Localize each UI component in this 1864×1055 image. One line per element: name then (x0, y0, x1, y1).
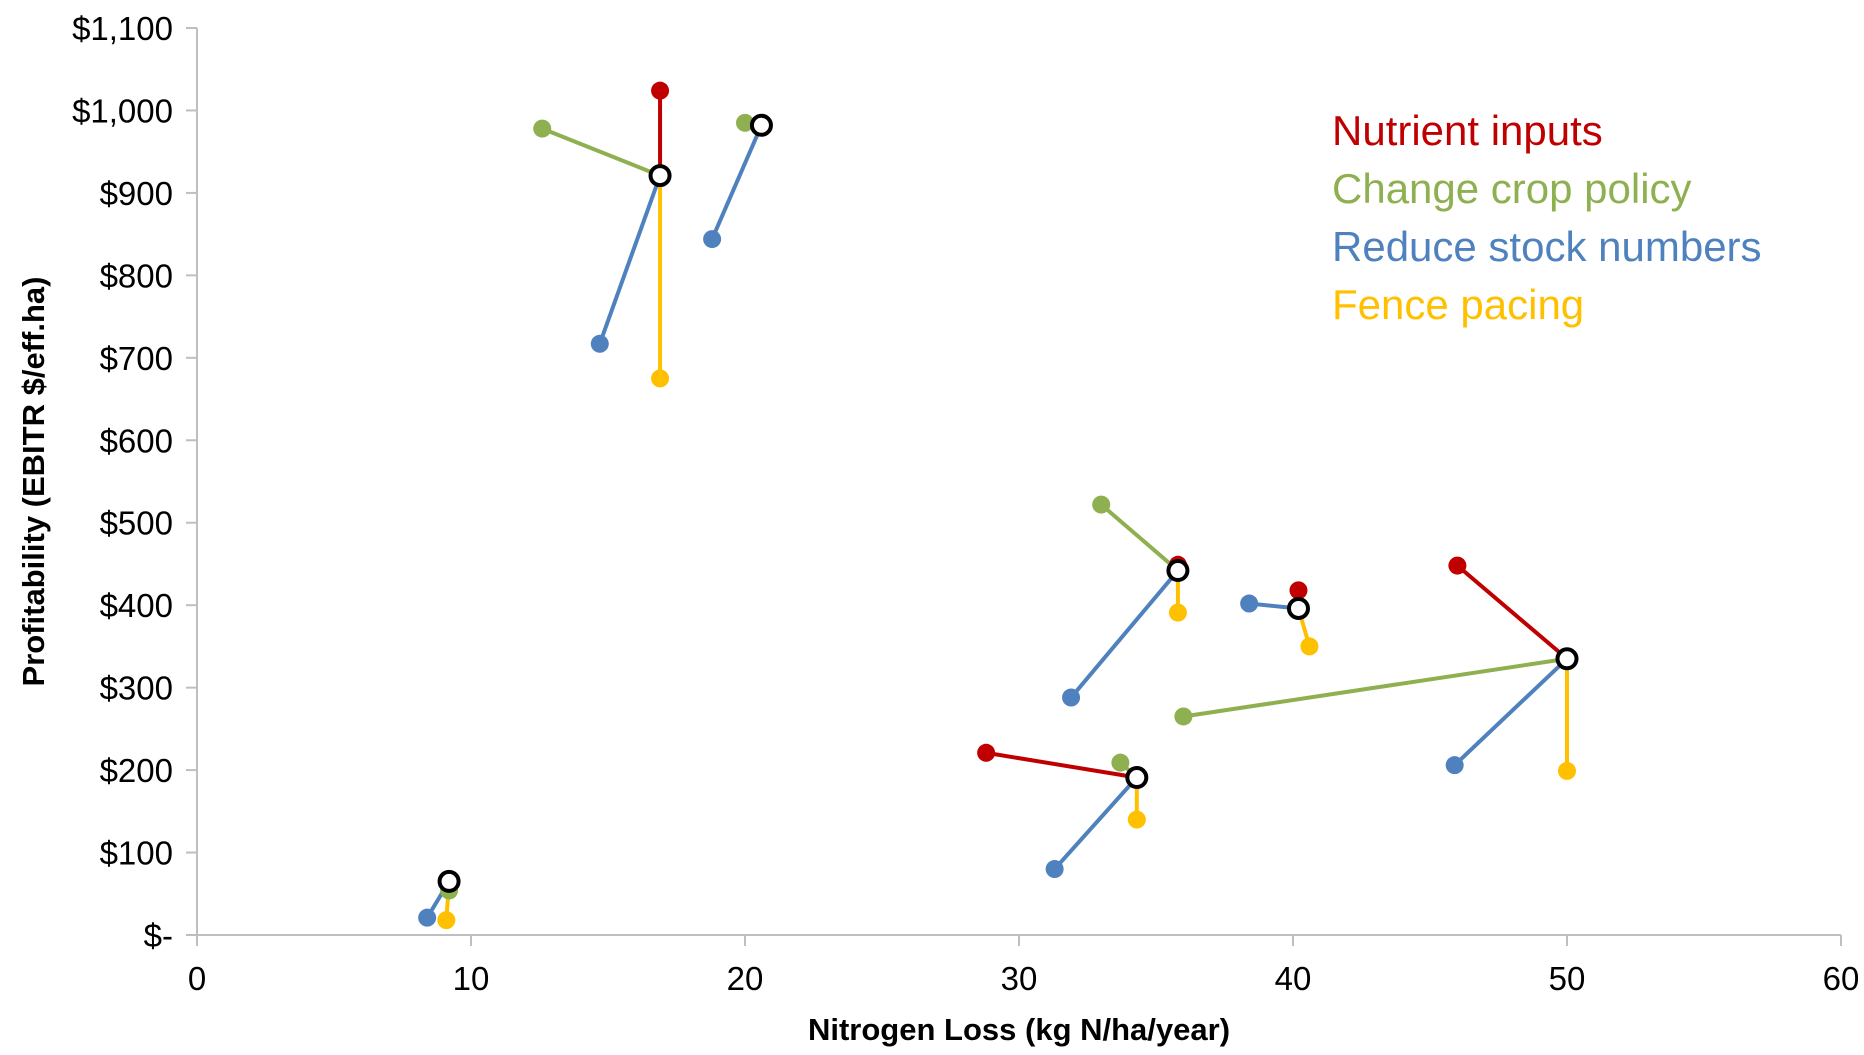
baseline-point (1166, 559, 1190, 583)
y-tick-label: $700 (100, 340, 173, 377)
data-point (1240, 594, 1259, 613)
data-point (1300, 637, 1319, 656)
data-point (1448, 556, 1467, 575)
data-point (977, 743, 996, 762)
data-point (1174, 707, 1193, 726)
y-axis-title: Profitability (EBITR $/eff.ha) (16, 277, 51, 687)
y-tick-label: $900 (100, 175, 173, 212)
change-line (985, 750, 1138, 780)
data-point (736, 113, 754, 132)
baseline-point (1125, 766, 1149, 790)
x-tick-label: 40 (1275, 960, 1312, 997)
legend-entry: Fence pacing (1332, 281, 1584, 328)
y-tick-label: $600 (100, 422, 173, 459)
legend-entry: Reduce stock numbers (1332, 223, 1762, 270)
data-point (1092, 495, 1111, 514)
change-line (1069, 569, 1180, 699)
x-tick-label: 20 (727, 960, 764, 997)
y-axis-ticks: $- $100 $200 $300 $400 $500 $600 $700 $800 $900 $1… (72, 10, 197, 954)
y-tick-label: $100 (100, 835, 173, 872)
x-tick-label: 0 (188, 960, 206, 997)
y-tick-label: $500 (100, 505, 173, 542)
data-point (1062, 688, 1081, 707)
baseline-point (1286, 596, 1310, 620)
y-tick-label: $300 (100, 670, 173, 707)
x-axis-title: Nitrogen Loss (kg N/ha/year) (808, 1012, 1230, 1047)
plot-area: $- $100 $200 $300 $400 $500 $600 $700 $800 $900 $1… (72, 10, 1859, 997)
change-line (1099, 503, 1180, 573)
data-point (703, 230, 722, 249)
x-axis-ticks: 0 10 20 30 40 50 60 (188, 935, 1860, 997)
data-point (1127, 810, 1146, 829)
data-point (418, 908, 437, 927)
change-line (710, 124, 764, 240)
y-tick-label: $800 (100, 257, 173, 294)
data-point (651, 369, 670, 388)
y-tick-label: $400 (100, 587, 173, 624)
y-tick-label: $200 (100, 752, 173, 789)
x-tick-label: 50 (1549, 960, 1586, 997)
change-line (1053, 776, 1139, 871)
baseline-points (437, 113, 1579, 893)
legend-entry: Nutrient inputs (1332, 107, 1603, 154)
change-line (1456, 564, 1569, 661)
baseline-point (437, 869, 461, 893)
y-tick-label: $1,100 (72, 10, 173, 47)
data-point (651, 81, 670, 100)
x-tick-label: 30 (1001, 960, 1038, 997)
data-point (1045, 860, 1064, 879)
baseline-point (648, 164, 672, 188)
x-tick-label: 60 (1823, 960, 1860, 997)
legend-entry: Change crop policy (1332, 165, 1692, 212)
data-point (590, 334, 609, 353)
data-point (1445, 756, 1464, 775)
change-line (541, 126, 661, 178)
data-point (1558, 761, 1576, 780)
data-point (1111, 753, 1130, 772)
change-line (597, 174, 662, 345)
x-tick-label: 10 (453, 960, 490, 997)
y-tick-label: $- (144, 917, 173, 954)
data-point (1168, 603, 1187, 622)
change-line (1183, 656, 1568, 719)
change-lines (425, 90, 1569, 921)
legend: Nutrient inputs Change crop policy Reduce … (1332, 107, 1762, 328)
y-tick-label: $1,000 (72, 92, 173, 129)
data-point (533, 119, 552, 138)
data-point (1289, 581, 1308, 600)
baseline-point (749, 113, 773, 137)
data-point (437, 911, 456, 930)
change-line (1453, 657, 1569, 767)
baseline-point (1555, 647, 1579, 671)
